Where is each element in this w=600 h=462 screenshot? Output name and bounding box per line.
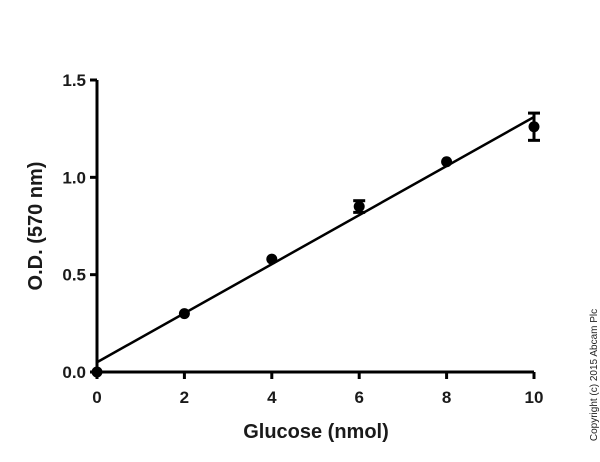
- y-tick-label: 0.0: [62, 363, 86, 382]
- y-tick-label: 1.0: [62, 168, 86, 187]
- data-point: [528, 121, 540, 133]
- regression-line: [96, 115, 535, 364]
- data-point: [353, 201, 365, 213]
- x-tick-label: 8: [442, 388, 451, 407]
- data-points: [91, 111, 540, 378]
- axis-labels: 0 2 4 6 8 10 0.0 0.5 1.0 1.5: [62, 71, 543, 407]
- copyright-notice: Copyright (c) 2015 Abcam Plc: [589, 309, 600, 441]
- y-axis-title: O.D. (570 nm): [25, 162, 47, 291]
- data-point: [266, 253, 278, 265]
- x-tick-label: 4: [267, 388, 277, 407]
- x-tick-label: 10: [525, 388, 544, 407]
- axes: [90, 78, 536, 379]
- x-tick-label: 2: [180, 388, 189, 407]
- x-tick-label: 0: [92, 388, 101, 407]
- x-axis-title: Glucose (nmol): [243, 421, 389, 443]
- x-tick-label: 6: [354, 388, 363, 407]
- y-tick-label: 0.5: [62, 266, 86, 285]
- data-point: [91, 366, 103, 378]
- fit-line: [96, 115, 535, 364]
- data-point: [178, 308, 190, 320]
- data-point: [441, 156, 453, 168]
- y-tick-label: 1.5: [62, 71, 86, 90]
